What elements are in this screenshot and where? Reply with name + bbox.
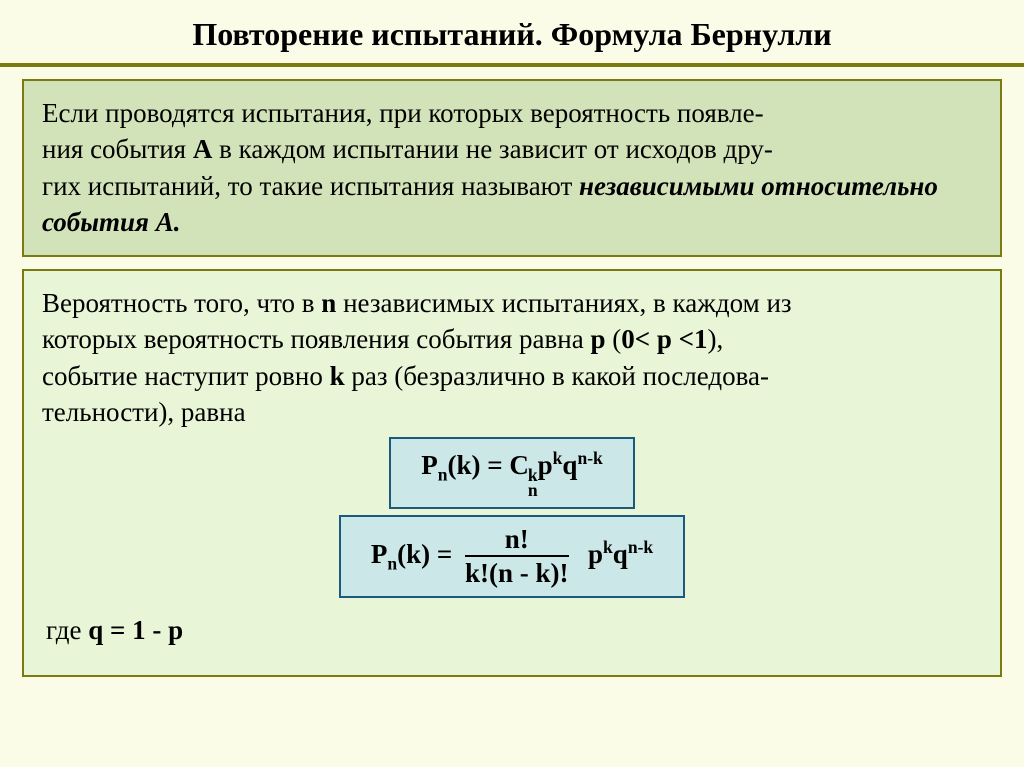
f2-p: p (588, 539, 603, 569)
def-line2c: в каждом испытании не зависит от исходов… (212, 134, 772, 164)
f1-p: p (538, 450, 553, 480)
f2-q: q (613, 539, 628, 569)
theorem-panel: Вероятность того, что в n независимых ис… (22, 269, 1002, 677)
th-r2a: которых вероятность появления события ра… (42, 324, 590, 354)
definition-panel: Если проводятся испытания, при которых в… (22, 79, 1002, 257)
th-range: 0< p <1 (621, 324, 707, 354)
where-prefix: где (46, 615, 88, 645)
formula-group: Pn(k) = Cknpkqn-k Pn(k) = n! k!(n - k)! … (42, 431, 982, 599)
f2-open: (k) = (397, 539, 459, 569)
def-line1: Если проводятся испытания, при которых в… (42, 98, 764, 128)
f1-open: (k) = (447, 450, 509, 480)
th-n: n (321, 288, 336, 318)
f2-num: n! (465, 525, 569, 555)
f1-P: P (421, 450, 438, 480)
where-clause: где q = 1 - p (42, 612, 982, 648)
f1-C-sub: n (528, 483, 538, 499)
def-line2a: ния события (42, 134, 193, 164)
page-title: Повторение испытаний. Формула Бернулли (0, 0, 1024, 63)
def-A: A (193, 134, 213, 164)
f1-C-supsub: kn (528, 468, 538, 500)
f2-fraction: n! k!(n - k)! (465, 525, 569, 588)
th-k: k (330, 361, 345, 391)
th-r2e: ), (708, 324, 724, 354)
where-expr: q = 1 - p (88, 615, 183, 645)
def-line3: гих испытаний, то такие испытания называ… (42, 171, 579, 201)
f2-pk: k (603, 537, 613, 557)
th-p: p (590, 324, 605, 354)
f1-q: q (562, 450, 577, 480)
formula-2: Pn(k) = n! k!(n - k)! pkqn-k (339, 515, 685, 598)
formula-1: Pn(k) = Cknpkqn-k (389, 437, 635, 510)
th-r2c: ( (605, 324, 621, 354)
f1-qexp: n-k (577, 448, 602, 468)
f1-n: n (438, 464, 448, 484)
f2-P: P (371, 539, 388, 569)
f2-n: n (387, 553, 397, 573)
title-rule (0, 63, 1024, 67)
th-r3c: раз (безразлично в какой последова- (345, 361, 769, 391)
th-r1c: независимых испытаниях, в каждом из (336, 288, 791, 318)
f1-C: C (509, 450, 529, 480)
th-r1a: Вероятность того, что в (42, 288, 321, 318)
f2-den: k!(n - k)! (465, 555, 569, 589)
th-r4: тельности), равна (42, 397, 246, 427)
th-r3a: событие наступит ровно (42, 361, 330, 391)
f1-pk: k (553, 448, 563, 468)
f2-qexp: n-k (628, 537, 653, 557)
